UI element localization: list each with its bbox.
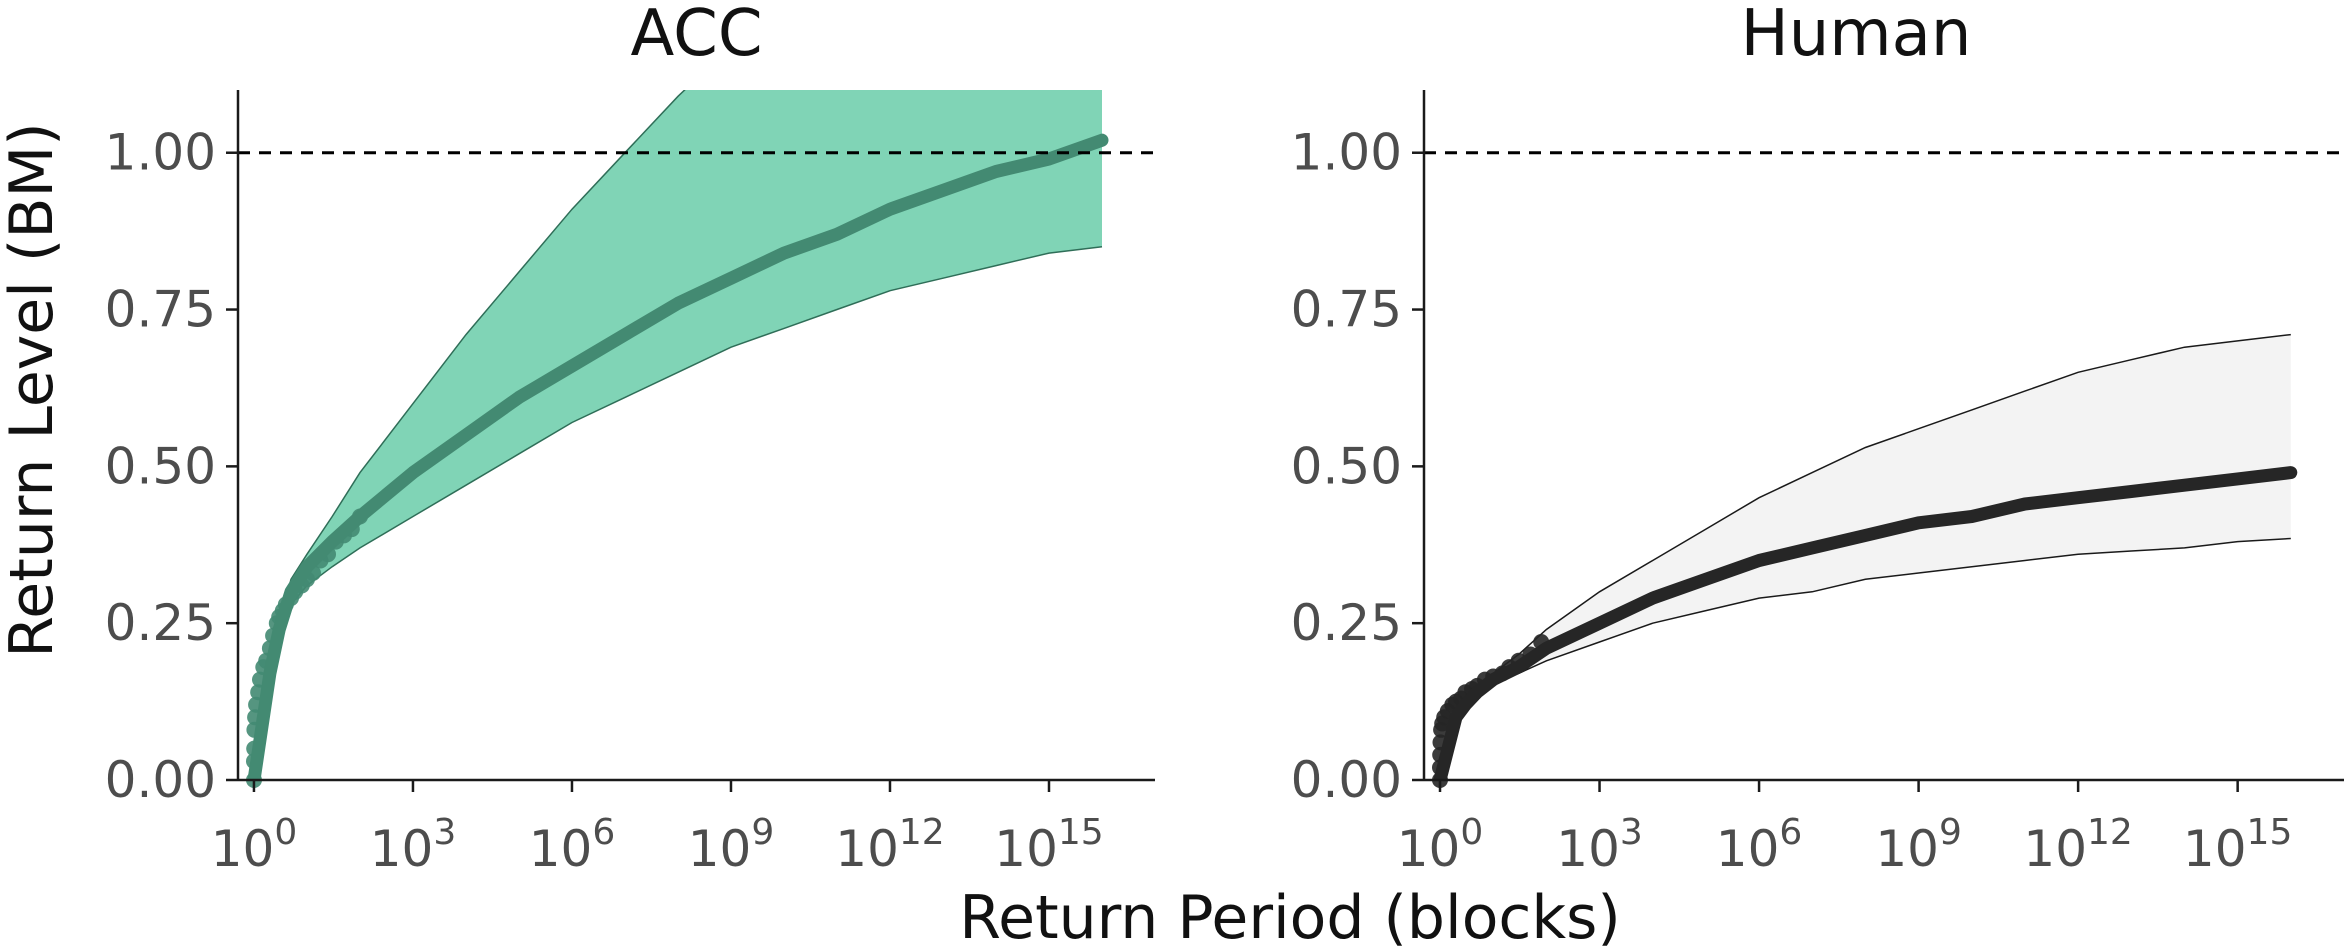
y-tick-label: 1.00 — [105, 124, 216, 182]
x-tick-label: 1012 — [835, 812, 944, 878]
y-tick-label: 0.50 — [1291, 437, 1402, 495]
y-tick-label: 0.25 — [105, 594, 216, 652]
panel-acc: 0.00 0.25 0.50 0.75 1.00 100 103 106 109 1012 1015… — [105, 0, 1155, 878]
figure-xlabel: Return Period (blocks) — [959, 883, 1621, 952]
y-tick-label: 0.00 — [1291, 751, 1402, 809]
figure-ylabel: Return Level (BM) — [0, 122, 67, 657]
confidence-band — [1440, 334, 2291, 780]
y-tick-label: 0.50 — [105, 437, 216, 495]
panel-human: 0.00 0.25 0.50 0.75 1.00 100 103 106 109 1012 1015… — [1291, 0, 2344, 878]
x-tick-label: 100 — [1397, 812, 1484, 878]
x-tick-label: 1015 — [2183, 812, 2292, 878]
panel-title: ACC — [630, 0, 762, 71]
x-tick-label: 106 — [529, 812, 616, 878]
y-tick-label: 0.75 — [105, 281, 216, 339]
x-tick-label: 103 — [370, 812, 457, 878]
x-tick-label: 1015 — [994, 812, 1103, 878]
x-tick-label: 103 — [1556, 812, 1643, 878]
x-tick-label: 109 — [688, 812, 775, 878]
band-upper-edge — [253, 90, 686, 780]
fitted-return-level-line — [247, 133, 1109, 780]
x-tick-label: 100 — [211, 812, 298, 878]
y-tick-label: 0.75 — [1291, 281, 1402, 339]
x-tick-label: 1012 — [2023, 812, 2132, 878]
x-tick-label: 109 — [1875, 812, 1962, 878]
panel-title: Human — [1741, 0, 1972, 71]
y-tick-label: 1.00 — [1291, 124, 1402, 182]
y-tick-label: 0.25 — [1291, 594, 1402, 652]
x-tick-label: 106 — [1716, 812, 1803, 878]
y-tick-label: 0.00 — [105, 751, 216, 809]
fitted-return-level-line — [1433, 466, 2298, 780]
confidence-band — [254, 90, 1102, 780]
